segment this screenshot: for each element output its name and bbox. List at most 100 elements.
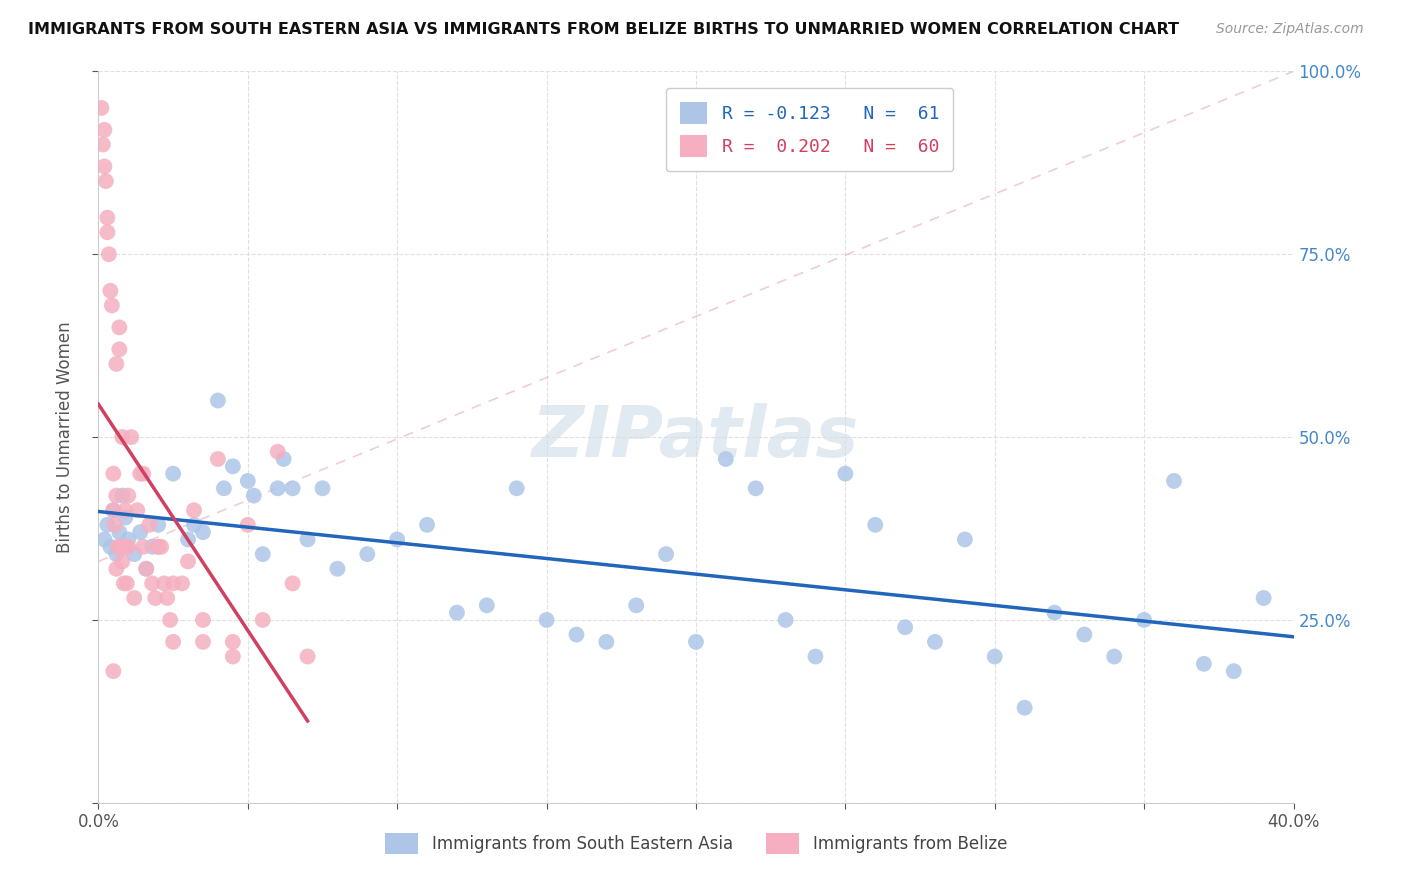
Point xyxy=(1253,591,1275,605)
Point xyxy=(153,576,176,591)
Point xyxy=(117,489,139,503)
Point xyxy=(129,525,152,540)
Point xyxy=(177,554,200,568)
Point xyxy=(1073,627,1095,641)
Point xyxy=(124,591,146,605)
Point xyxy=(252,613,274,627)
Point xyxy=(1043,606,1066,620)
Point xyxy=(117,540,139,554)
Point xyxy=(111,489,134,503)
Point xyxy=(655,547,678,561)
Point xyxy=(127,503,149,517)
Point xyxy=(924,635,946,649)
Point xyxy=(114,540,136,554)
Point xyxy=(117,533,139,547)
Point xyxy=(222,635,245,649)
Point xyxy=(207,452,229,467)
Point xyxy=(98,284,122,298)
Point xyxy=(595,635,617,649)
Point xyxy=(804,649,827,664)
Point xyxy=(141,540,163,554)
Point xyxy=(775,613,797,627)
Point xyxy=(101,298,124,312)
Point xyxy=(103,664,125,678)
Point xyxy=(311,481,333,495)
Point xyxy=(356,547,378,561)
Point xyxy=(222,459,245,474)
Point xyxy=(191,635,214,649)
Point xyxy=(183,503,205,517)
Point xyxy=(103,503,125,517)
Point xyxy=(105,562,128,576)
Point xyxy=(94,174,117,188)
Point xyxy=(222,649,245,664)
Point xyxy=(177,533,200,547)
Point xyxy=(685,635,707,649)
Point xyxy=(96,211,118,225)
Point xyxy=(162,576,184,591)
Point xyxy=(714,452,737,467)
Point xyxy=(252,547,274,561)
Point xyxy=(105,489,128,503)
Point xyxy=(834,467,856,481)
Point xyxy=(132,467,155,481)
Point xyxy=(148,517,170,532)
Point xyxy=(135,562,157,576)
Point xyxy=(212,481,235,495)
Point xyxy=(745,481,768,495)
Point xyxy=(98,540,122,554)
Point xyxy=(1192,657,1215,671)
Text: ZIPatlas: ZIPatlas xyxy=(533,402,859,472)
Point xyxy=(124,547,146,561)
Point xyxy=(135,562,157,576)
Point xyxy=(894,620,917,634)
Point xyxy=(120,430,142,444)
Point xyxy=(236,517,259,532)
Point xyxy=(105,357,128,371)
Point xyxy=(110,540,132,554)
Point xyxy=(96,517,118,532)
Point xyxy=(108,343,131,357)
Text: Source: ZipAtlas.com: Source: ZipAtlas.com xyxy=(1216,22,1364,37)
Point xyxy=(297,533,319,547)
Text: IMMIGRANTS FROM SOUTH EASTERN ASIA VS IMMIGRANTS FROM BELIZE BIRTHS TO UNMARRIED: IMMIGRANTS FROM SOUTH EASTERN ASIA VS IM… xyxy=(28,22,1180,37)
Point xyxy=(111,430,134,444)
Point xyxy=(865,517,887,532)
Point xyxy=(103,503,125,517)
Point xyxy=(446,606,468,620)
Point xyxy=(191,613,214,627)
Point xyxy=(297,649,319,664)
Point xyxy=(267,481,290,495)
Point xyxy=(281,576,304,591)
Point xyxy=(132,540,155,554)
Point xyxy=(984,649,1007,664)
Point xyxy=(103,467,125,481)
Point xyxy=(267,444,290,458)
Point xyxy=(1104,649,1126,664)
Point xyxy=(115,576,138,591)
Point xyxy=(105,547,128,561)
Point xyxy=(159,613,181,627)
Point xyxy=(1223,664,1246,678)
Point xyxy=(183,517,205,532)
Point xyxy=(416,517,439,532)
Point xyxy=(172,576,194,591)
Y-axis label: Births to Unmarried Women: Births to Unmarried Women xyxy=(56,321,75,553)
Point xyxy=(108,320,131,334)
Point xyxy=(243,489,266,503)
Point xyxy=(93,533,115,547)
Point xyxy=(90,101,112,115)
Point xyxy=(536,613,558,627)
Point xyxy=(97,247,120,261)
Point xyxy=(93,123,115,137)
Point xyxy=(114,510,136,524)
Point xyxy=(475,599,498,613)
Legend: Immigrants from South Eastern Asia, Immigrants from Belize: Immigrants from South Eastern Asia, Immi… xyxy=(378,827,1014,860)
Point xyxy=(138,517,160,532)
Point xyxy=(156,591,179,605)
Point xyxy=(141,576,163,591)
Point xyxy=(107,540,129,554)
Point xyxy=(565,627,588,641)
Point xyxy=(626,599,648,613)
Point xyxy=(129,467,152,481)
